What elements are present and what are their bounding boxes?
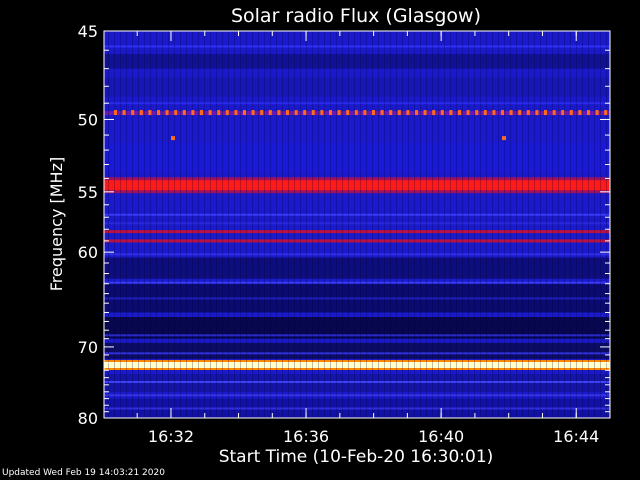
spike-mark (260, 110, 264, 116)
spike-mark (320, 110, 324, 116)
spike-mark (191, 110, 195, 116)
spike-mark (363, 110, 367, 116)
spike-mark (406, 110, 410, 116)
spike-mark (329, 110, 332, 116)
spike-mark (423, 110, 427, 116)
spike-mark (122, 110, 126, 116)
spike-mark (346, 110, 350, 116)
spike-mark (475, 110, 479, 116)
spike-mark (449, 110, 453, 116)
spike-mark (337, 110, 341, 116)
spike-mark (587, 110, 590, 116)
spike-mark (251, 110, 255, 116)
y-axis-label: Frequency [MHz] (47, 157, 66, 291)
spike-mark (217, 110, 221, 116)
spike-mark (277, 110, 281, 116)
spike-mark (243, 110, 246, 116)
spike-mark (595, 110, 599, 116)
spike-mark (569, 110, 573, 116)
spike-mark (303, 110, 307, 116)
spike-mark (139, 110, 143, 116)
spike-mark (294, 110, 298, 116)
spike-mark (225, 110, 229, 116)
y-tick-label: 60 (78, 243, 98, 262)
spike-mark (380, 110, 384, 116)
spike-mark (535, 110, 539, 116)
x-axis: 16:32 16:36 16:40 16:44 (103, 30, 611, 446)
spike-mark (578, 110, 582, 116)
y-tick-label: 45 (78, 22, 98, 41)
y-axis: 45 50 55 60 70 80 (78, 22, 610, 428)
spike-mark (466, 110, 470, 116)
spike-mark (182, 110, 186, 116)
updated-timestamp: Updated Wed Feb 19 14:03:21 2020 (2, 468, 165, 478)
spike-mark (502, 136, 506, 141)
spike-mark (174, 110, 178, 116)
spike-mark (604, 110, 608, 116)
plot-texture (104, 31, 610, 418)
spike-mark (518, 110, 522, 116)
spike-mark (415, 110, 418, 116)
spike-mark (544, 110, 547, 116)
spike-mark (131, 110, 135, 116)
spike-mark (397, 110, 401, 116)
x-tick-label: 16:36 (283, 427, 329, 446)
spike-mark (501, 110, 504, 116)
spike-mark (492, 110, 496, 116)
plot-frame (103, 30, 611, 419)
spike-mark (286, 110, 289, 116)
spike-mark (432, 110, 436, 116)
spike-mark (458, 110, 461, 116)
spike-mark (561, 110, 565, 116)
spike-mark (157, 110, 160, 116)
spike-mark (268, 110, 272, 116)
interference-spikes (114, 110, 608, 141)
spike-mark (552, 110, 556, 116)
x-axis-label: Start Time (10-Feb-20 16:30:01) (219, 447, 494, 467)
spike-mark (208, 110, 212, 116)
chart-title: Solar radio Flux (Glasgow) (231, 5, 481, 27)
spike-mark (114, 110, 117, 116)
spike-mark (234, 110, 238, 116)
x-tick-label: 16:32 (148, 427, 194, 446)
y-tick-label: 55 (78, 183, 98, 202)
spike-mark (148, 110, 152, 116)
plot-area (104, 31, 610, 418)
spike-mark (483, 110, 487, 116)
spike-mark (165, 110, 169, 116)
y-tick-label: 80 (78, 409, 98, 428)
spike-mark (171, 136, 175, 141)
spike-mark (440, 110, 444, 116)
x-tick-label: 16:44 (553, 427, 599, 446)
x-tick-label: 16:40 (418, 427, 464, 446)
spike-mark (509, 110, 513, 116)
spike-mark (311, 110, 315, 116)
y-tick-label: 70 (78, 338, 98, 357)
y-tick-label: 50 (78, 110, 98, 129)
spike-mark (526, 110, 530, 116)
spike-mark (389, 110, 393, 116)
spike-mark (354, 110, 358, 116)
spike-mark (372, 110, 375, 116)
spike-mark (200, 110, 203, 116)
